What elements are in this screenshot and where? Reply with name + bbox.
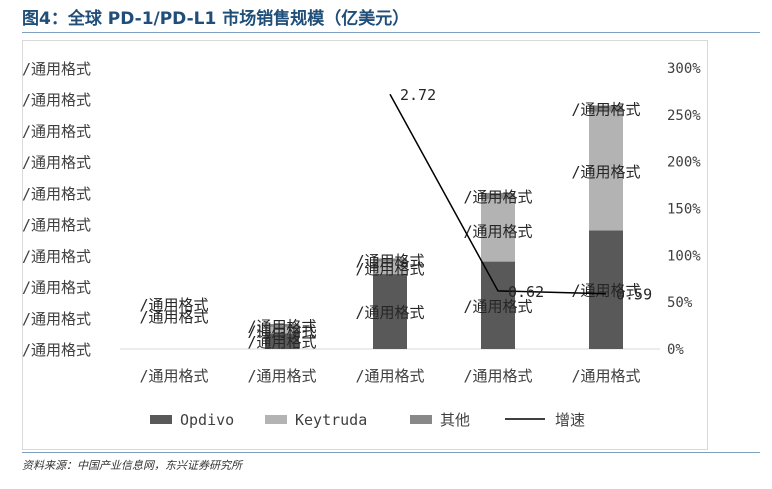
title-divider bbox=[22, 32, 760, 33]
left-axis-tick-label: /通用格式 bbox=[22, 60, 91, 78]
right-axis-tick-label: 200% bbox=[667, 155, 701, 171]
bar-keytruda bbox=[265, 327, 299, 334]
bar-其他 bbox=[589, 105, 623, 112]
left-axis-tick-label: /通用格式 bbox=[22, 185, 91, 203]
legend-swatch bbox=[410, 415, 432, 424]
bar-data-label: /通用格式 bbox=[139, 308, 208, 326]
legend-swatch bbox=[150, 415, 172, 424]
bar-keytruda bbox=[481, 199, 515, 262]
legend-label: Keytruda bbox=[295, 411, 367, 429]
bar-keytruda bbox=[373, 261, 407, 275]
left-axis-tick-label: /通用格式 bbox=[22, 91, 91, 109]
x-axis-category-label: /通用格式 bbox=[139, 367, 208, 385]
left-axis-tick-label: /通用格式 bbox=[22, 247, 91, 265]
x-axis-category-label: /通用格式 bbox=[247, 367, 316, 385]
bar-data-label: /通用格式 bbox=[571, 282, 640, 300]
left-axis-tick-label: /通用格式 bbox=[22, 122, 91, 140]
line-data-label: 2.72 bbox=[400, 86, 436, 104]
bar-data-label: /通用格式 bbox=[355, 252, 424, 270]
bar-data-label: /通用格式 bbox=[247, 322, 316, 340]
right-axis-tick-label: 0% bbox=[667, 342, 684, 358]
line-data-label: 0.62 bbox=[508, 283, 544, 301]
bar-data-label: /通用格式 bbox=[463, 222, 532, 240]
legend-label: 增速 bbox=[555, 411, 585, 429]
chart-frame bbox=[22, 40, 708, 450]
x-axis-category-label: /通用格式 bbox=[355, 367, 424, 385]
legend-swatch bbox=[265, 415, 287, 424]
bar-data-label: /通用格式 bbox=[247, 333, 316, 351]
left-axis-tick-label: /通用格式 bbox=[22, 279, 91, 297]
bar-其他 bbox=[265, 324, 299, 328]
line-data-label: 0.59 bbox=[616, 286, 652, 304]
bar-data-label: /通用格式 bbox=[247, 318, 316, 336]
right-axis-tick-label: 150% bbox=[667, 202, 701, 218]
footer-divider bbox=[22, 452, 760, 453]
legend-label: Opdivo bbox=[180, 411, 234, 429]
left-axis-tick-label: /通用格式 bbox=[22, 341, 91, 359]
bar-data-label: /通用格式 bbox=[463, 188, 532, 206]
legend-label: 其他 bbox=[440, 411, 470, 429]
right-axis-tick-label: 50% bbox=[667, 295, 693, 311]
bar-opdivo bbox=[373, 274, 407, 349]
source-note: 资料来源：中国产业信息网，东兴证券研究所 bbox=[22, 459, 242, 472]
left-axis-tick-label: /通用格式 bbox=[22, 216, 91, 234]
bar-data-label: /通用格式 bbox=[355, 260, 424, 278]
left-axis-tick-label: /通用格式 bbox=[22, 154, 91, 172]
bar-opdivo bbox=[265, 333, 299, 349]
right-axis-tick-label: 100% bbox=[667, 248, 701, 264]
chart-title: 图4：全球 PD-1/PD-L1 市场销售规模（亿美元） bbox=[22, 9, 410, 29]
bar-其他 bbox=[481, 192, 515, 200]
x-axis-category-label: /通用格式 bbox=[571, 367, 640, 385]
right-axis-tick-label: 250% bbox=[667, 108, 701, 124]
bar-data-label: /通用格式 bbox=[355, 304, 424, 322]
bar-keytruda bbox=[589, 111, 623, 231]
left-axis-tick-label: /通用格式 bbox=[22, 310, 91, 328]
bar-data-label: /通用格式 bbox=[571, 163, 640, 181]
bar-data-label: /通用格式 bbox=[139, 296, 208, 314]
bar-opdivo bbox=[481, 261, 515, 349]
bar-opdivo bbox=[589, 230, 623, 349]
bar-data-label: /通用格式 bbox=[463, 297, 532, 315]
bar-data-label: /通用格式 bbox=[571, 101, 640, 119]
growth-line bbox=[389, 93, 607, 295]
bar-其他 bbox=[373, 258, 407, 262]
x-axis-category-label: /通用格式 bbox=[463, 367, 532, 385]
right-axis-tick-label: 300% bbox=[667, 61, 701, 77]
